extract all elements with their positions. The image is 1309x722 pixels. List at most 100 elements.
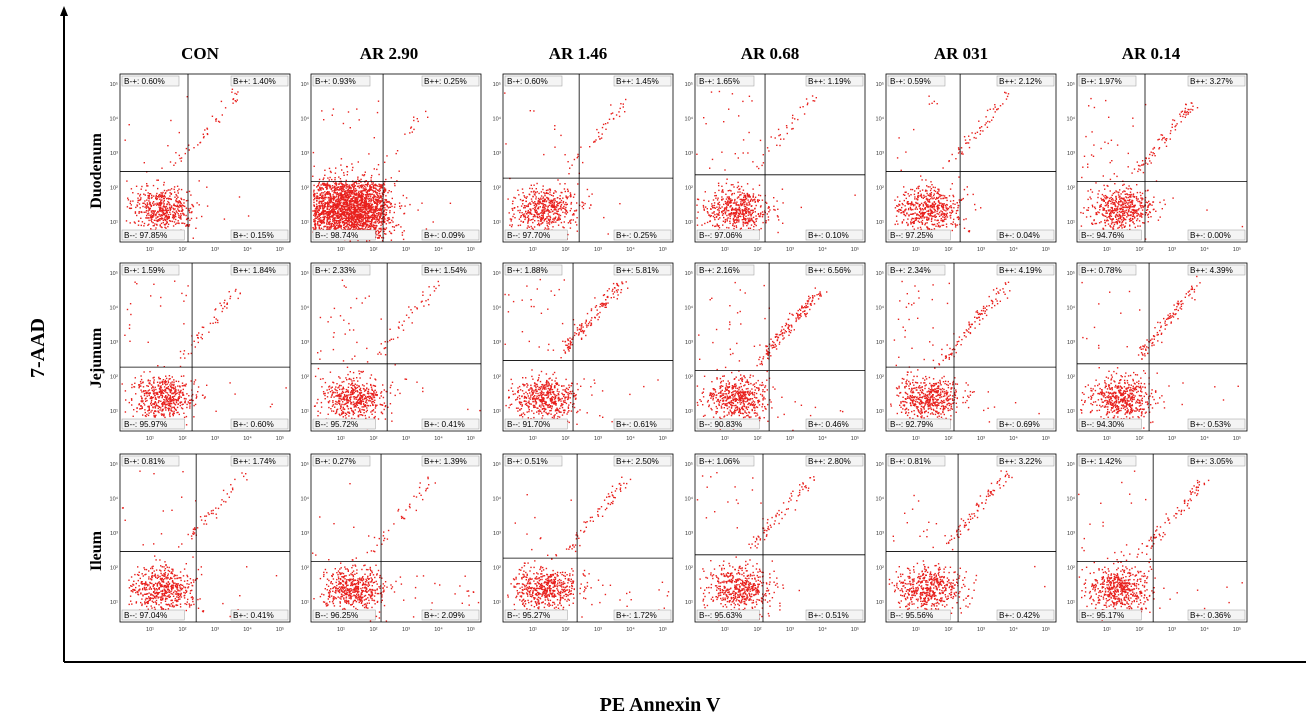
event-dot xyxy=(179,205,181,207)
event-dot xyxy=(361,174,364,176)
event-dot xyxy=(965,142,967,144)
event-dot xyxy=(360,186,363,189)
event-dot xyxy=(320,192,323,194)
event-dot xyxy=(366,208,368,210)
event-dot xyxy=(349,224,351,227)
event-dot xyxy=(162,197,165,200)
event-dot xyxy=(607,122,609,124)
event-dot xyxy=(147,206,149,208)
event-dot xyxy=(950,223,952,225)
event-dot xyxy=(347,111,350,113)
event-dot xyxy=(357,194,359,197)
event-dot xyxy=(339,187,341,190)
event-dot xyxy=(747,199,749,201)
event-dot xyxy=(384,228,387,231)
event-dot xyxy=(504,92,506,94)
event-dot xyxy=(180,214,182,217)
event-dot xyxy=(324,169,326,171)
event-dot xyxy=(358,182,360,185)
event-dot xyxy=(552,199,554,202)
event-dot xyxy=(375,207,377,209)
event-dot xyxy=(529,219,531,221)
event-dot xyxy=(330,186,332,188)
event-dot xyxy=(742,199,744,202)
event-dot xyxy=(368,209,371,212)
event-dot xyxy=(188,208,190,210)
event-dot xyxy=(522,214,524,216)
event-dot xyxy=(572,219,574,221)
event-dot xyxy=(361,224,363,226)
event-dot xyxy=(907,218,909,220)
event-dot xyxy=(350,213,352,216)
event-dot xyxy=(335,189,337,191)
event-dot xyxy=(421,202,423,204)
event-dot xyxy=(375,222,377,224)
event-dot xyxy=(737,196,740,198)
event-dot xyxy=(351,225,354,227)
event-dot xyxy=(370,211,372,213)
event-dot xyxy=(146,202,149,204)
event-dot xyxy=(551,199,553,201)
event-dot xyxy=(799,106,801,109)
event-dot xyxy=(347,196,350,198)
event-dot xyxy=(729,200,732,202)
event-dot xyxy=(985,122,987,124)
event-dot xyxy=(346,222,348,225)
event-dot xyxy=(152,184,155,187)
event-dot xyxy=(952,195,955,198)
event-dot xyxy=(591,193,593,195)
event-dot xyxy=(360,206,362,208)
event-dot xyxy=(767,216,770,218)
event-dot xyxy=(748,95,751,97)
event-dot xyxy=(968,146,971,149)
event-dot xyxy=(565,196,567,198)
event-dot xyxy=(1006,95,1009,98)
event-dot xyxy=(571,164,573,166)
event-dot xyxy=(182,222,184,224)
event-dot xyxy=(367,216,369,219)
event-dot xyxy=(926,185,928,187)
event-dot xyxy=(139,207,141,209)
event-dot xyxy=(379,234,381,237)
event-dot xyxy=(322,182,324,184)
event-dot xyxy=(367,204,369,206)
event-dot xyxy=(410,126,413,128)
event-dot xyxy=(522,221,525,223)
event-dot xyxy=(357,239,359,242)
event-dot xyxy=(1122,213,1124,215)
event-dot xyxy=(354,198,356,200)
event-dot xyxy=(185,218,188,221)
event-dot xyxy=(373,210,375,212)
event-dot xyxy=(744,203,746,205)
event-dot xyxy=(558,202,560,205)
event-dot xyxy=(716,199,719,201)
event-dot xyxy=(359,212,361,215)
x-tick-label: 10⁵ xyxy=(1042,246,1050,253)
event-dot xyxy=(326,218,328,220)
quadrant-label-bottom-left: B--: 98.74% xyxy=(315,231,358,240)
y-tick-label: 10⁵ xyxy=(493,81,501,88)
event-dot xyxy=(146,185,148,187)
event-dot xyxy=(386,209,388,211)
event-dot xyxy=(733,212,736,214)
event-dot xyxy=(377,196,380,198)
event-dot xyxy=(390,191,392,193)
event-dot xyxy=(777,231,779,234)
event-dot xyxy=(391,226,394,228)
event-dot xyxy=(1157,219,1160,221)
event-dot xyxy=(185,200,188,202)
event-dot xyxy=(148,198,150,200)
event-dot xyxy=(344,214,346,216)
event-dot xyxy=(146,217,148,219)
event-dot xyxy=(366,190,368,193)
event-dot xyxy=(364,204,366,206)
event-dot xyxy=(744,206,747,208)
event-dot xyxy=(1120,193,1122,195)
event-dot xyxy=(925,179,927,181)
event-dot xyxy=(550,205,552,208)
event-dot xyxy=(339,194,342,196)
event-dot xyxy=(948,195,951,197)
event-dot xyxy=(378,201,380,203)
event-dot xyxy=(359,199,361,201)
event-dot xyxy=(569,210,571,212)
